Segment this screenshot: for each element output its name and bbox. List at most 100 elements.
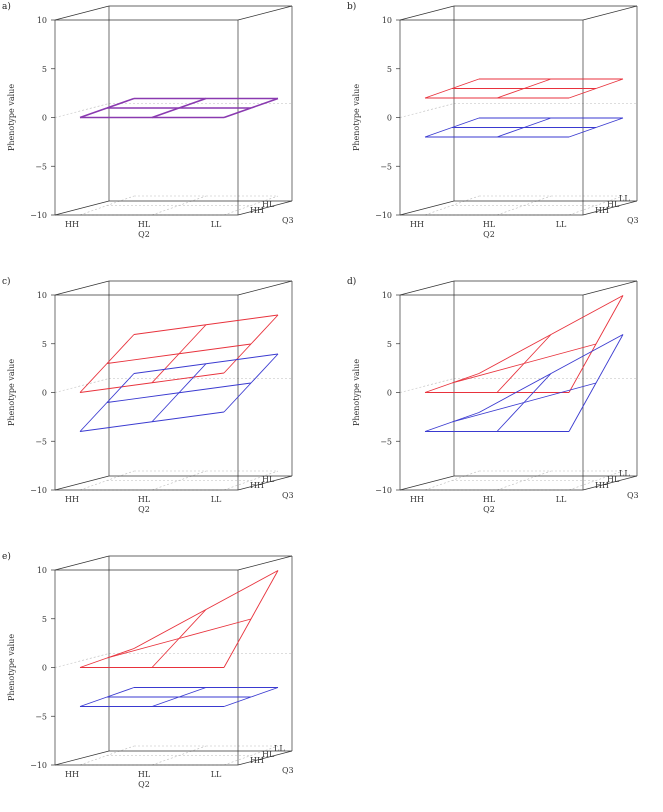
- q2-axis-label: Q2: [138, 780, 150, 789]
- z-tick-label: −10: [375, 211, 392, 220]
- q3-tick-label: HH: [595, 481, 609, 490]
- floor-grid-line: [568, 195, 624, 216]
- z-tick-label: 10: [382, 16, 392, 25]
- q2-tick-label: HL: [138, 220, 151, 229]
- surface-mesh-line: [496, 88, 525, 99]
- box-edge: [582, 5, 638, 21]
- z-tick-label: 5: [42, 340, 47, 349]
- surface-mesh-line: [106, 334, 135, 364]
- floor-grid-line: [568, 470, 624, 491]
- surface-mesh-line: [223, 618, 252, 668]
- q2-tick-label: LL: [556, 495, 567, 504]
- floor-grid-line: [223, 470, 279, 491]
- surface-mesh-line: [424, 421, 453, 432]
- y-axis-label: Phenotype value: [352, 359, 361, 426]
- q3-axis-label: Q3: [627, 491, 639, 500]
- surface-mesh-line: [106, 373, 135, 403]
- surface-mesh-line: [250, 314, 279, 345]
- surface-mesh-line: [79, 657, 108, 668]
- z-tick-label: −5: [35, 162, 47, 171]
- box-edge: [237, 280, 293, 296]
- surface-mesh-line: [151, 372, 225, 384]
- q3-tick-label: HL: [607, 200, 620, 209]
- q3-axis-label: Q3: [282, 491, 294, 500]
- box-edge: [237, 750, 293, 766]
- q3-tick-label: HH: [250, 206, 264, 215]
- surface-mesh-line: [523, 334, 552, 364]
- surface-mesh-line: [133, 324, 207, 335]
- surface-mesh-line: [451, 402, 525, 423]
- surface-mesh-line: [178, 343, 252, 355]
- chart-panel: d) 10 5 0 −5 −10 Phenotype value HH HL LL Q2 HH HL LL…: [345, 275, 663, 537]
- q2-tick-label: HL: [483, 220, 496, 229]
- q3-tick-label: LL: [619, 194, 630, 203]
- surface-mesh-line: [151, 696, 180, 707]
- z-tick-label: 0: [387, 389, 392, 398]
- surface-mesh-line: [106, 353, 180, 364]
- q2-axis-label: Q2: [138, 230, 150, 239]
- q2-tick-label: HH: [410, 220, 424, 229]
- surface-mesh-line: [79, 696, 108, 707]
- q3-tick-label: HL: [607, 475, 620, 484]
- panel-label: b): [347, 2, 357, 12]
- q3-tick-label: HH: [250, 481, 264, 490]
- y-axis-label: Phenotype value: [352, 84, 361, 151]
- q3-tick-label: HH: [595, 206, 609, 215]
- surface-mesh-line: [79, 107, 108, 119]
- z-tick-label: 10: [37, 16, 47, 25]
- z-tick-label: −10: [30, 761, 47, 770]
- box-edge: [582, 200, 638, 216]
- box-edge: [54, 5, 110, 21]
- floor-grid-line: [223, 745, 279, 766]
- panel-label: e): [2, 552, 11, 562]
- box-edge: [54, 750, 110, 766]
- surface-mesh-line: [595, 334, 624, 384]
- surface-mesh-line: [550, 334, 624, 374]
- z-tick-label: 5: [42, 65, 47, 74]
- surface-mesh-line: [523, 117, 552, 128]
- surface-mesh-line: [79, 402, 108, 432]
- surface-mesh-line: [205, 314, 279, 326]
- box-edge: [237, 555, 293, 571]
- surface-mesh-line: [478, 373, 552, 413]
- z-tick-label: 10: [37, 566, 47, 575]
- box-edge: [237, 200, 293, 216]
- surface-mesh-line: [106, 97, 135, 109]
- surface-mesh-line: [205, 570, 279, 610]
- surface-mesh-line: [496, 402, 525, 432]
- surface-mesh-line: [496, 127, 525, 138]
- q2-axis-label: Q2: [483, 505, 495, 514]
- zero-grid-line: [54, 378, 110, 393]
- z-tick-label: −5: [380, 437, 392, 446]
- surface-mesh-line: [496, 363, 525, 393]
- floor-grid-line: [223, 195, 279, 216]
- z-tick-label: −5: [35, 712, 47, 721]
- z-tick-label: −5: [35, 437, 47, 446]
- box-edge: [237, 5, 293, 21]
- surface-mesh-line: [478, 334, 552, 374]
- z-tick-label: 0: [42, 114, 47, 123]
- q2-tick-label: LL: [556, 220, 567, 229]
- q3-axis-label: Q3: [627, 216, 639, 225]
- z-tick-label: −10: [30, 211, 47, 220]
- surface-mesh-line: [523, 373, 552, 403]
- chart-panel: a) 10 5 0 −5 −10 Phenotype value HH HL LL Q2 HH HL Q3: [0, 0, 320, 262]
- zero-grid-line: [399, 378, 455, 393]
- surface-mesh-line: [151, 353, 180, 384]
- surface-mesh-line: [568, 343, 597, 393]
- surface-mesh-line: [79, 382, 153, 393]
- surface-mesh-line: [106, 687, 135, 698]
- surface-mesh-line: [223, 696, 252, 707]
- z-tick-label: 5: [42, 615, 47, 624]
- surface-mesh-line: [595, 117, 624, 128]
- surface-mesh-line: [250, 353, 279, 384]
- surface-mesh-line: [250, 97, 279, 109]
- chart-panel: b) 10 5 0 −5 −10 Phenotype value HH HL LL Q2 HH HL LL…: [345, 0, 663, 262]
- zero-grid-line: [399, 103, 455, 118]
- surface-mesh-line: [451, 363, 525, 384]
- surface-mesh-line: [568, 88, 597, 99]
- q2-axis-label: Q2: [138, 505, 150, 514]
